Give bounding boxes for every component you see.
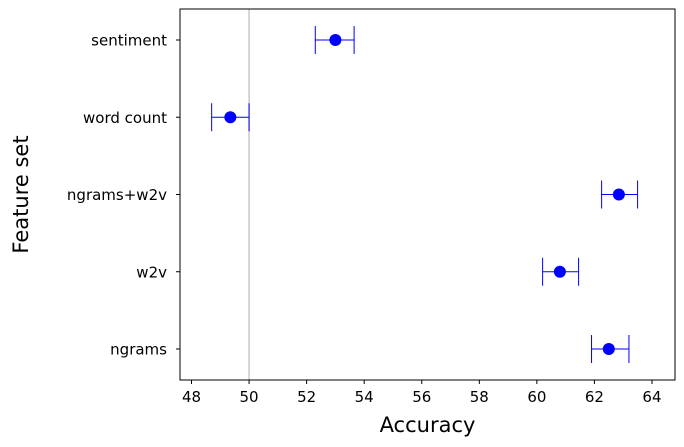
y-tick-label: ngrams (110, 341, 167, 359)
x-tick-label: 48 (182, 388, 201, 406)
y-tick-label: sentiment (91, 32, 167, 50)
x-tick-label: 52 (297, 388, 316, 406)
y-tick-label: ngrams+w2v (67, 186, 167, 204)
x-tick-label: 64 (642, 388, 661, 406)
data-point (329, 34, 342, 46)
x-axis-label: Accuracy (380, 413, 476, 437)
data-point (612, 188, 625, 201)
data-point (602, 343, 615, 355)
data-point (553, 265, 566, 278)
x-tick-label: 60 (527, 388, 546, 406)
plot-background (180, 9, 675, 380)
x-tick-label: 58 (470, 388, 489, 406)
x-tick-label: 62 (585, 388, 604, 406)
x-tick-label: 54 (355, 388, 374, 406)
x-tick-label: 56 (412, 388, 431, 406)
data-point (224, 111, 237, 124)
y-tick-label: word count (83, 109, 167, 127)
y-axis-label: Feature set (9, 135, 33, 253)
y-tick-label: w2v (136, 263, 167, 281)
x-tick-label: 50 (240, 388, 259, 406)
